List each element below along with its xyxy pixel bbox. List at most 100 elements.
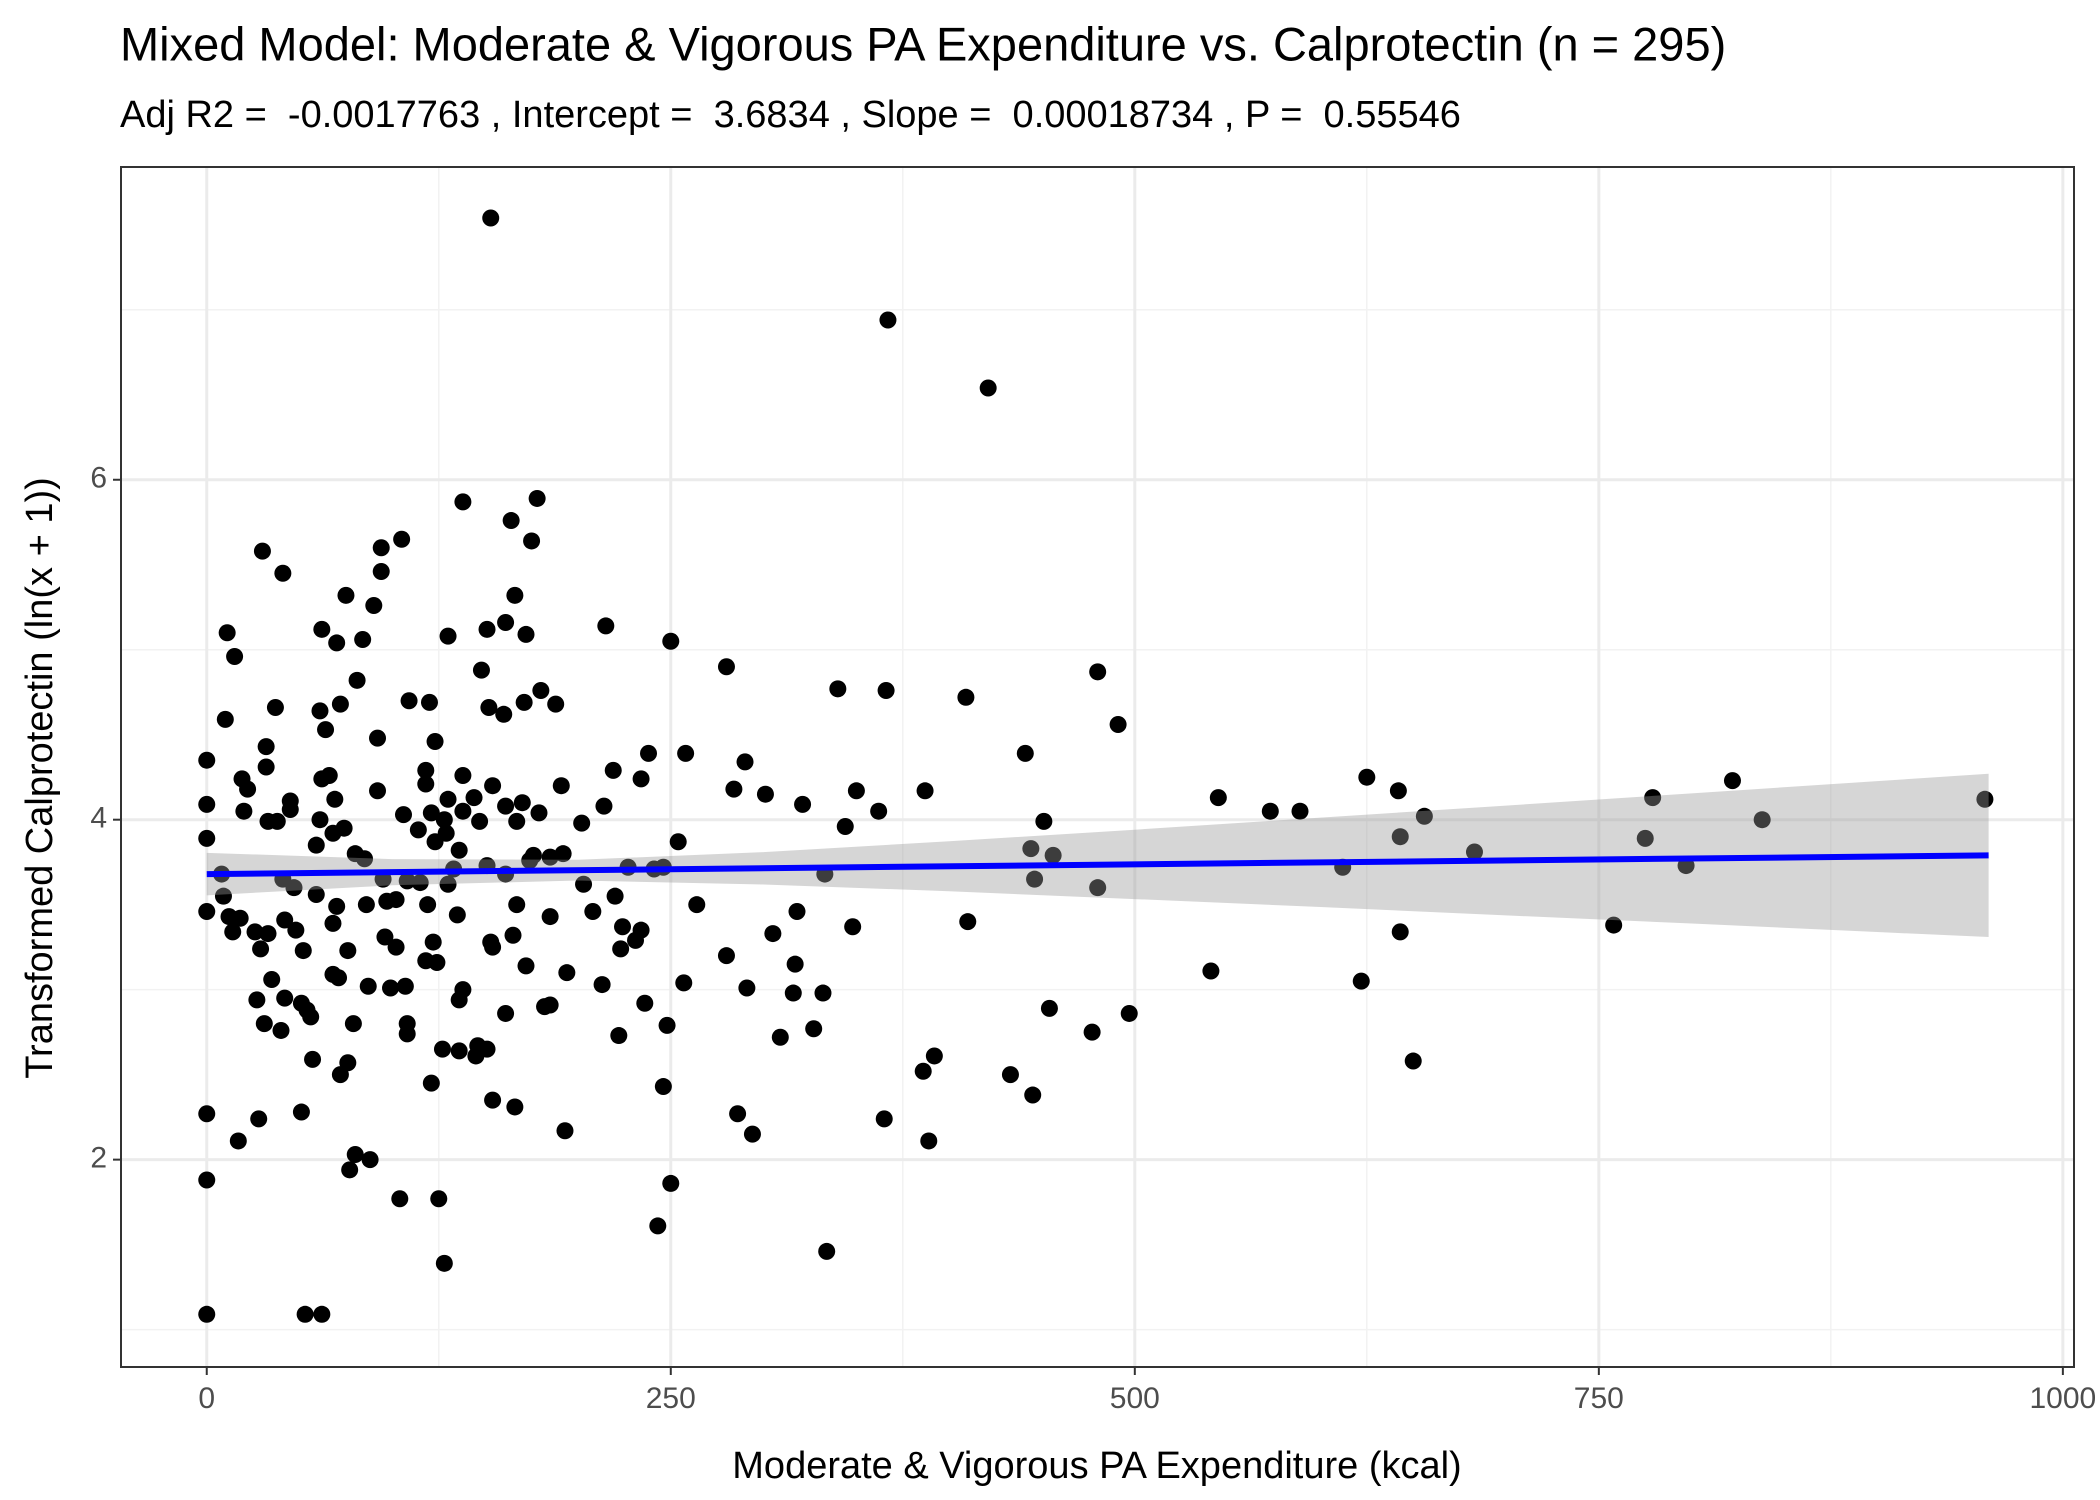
- point: [281, 800, 299, 818]
- point: [554, 845, 572, 863]
- point: [1202, 962, 1220, 980]
- point: [372, 563, 390, 581]
- point: [484, 938, 502, 956]
- point: [1723, 772, 1741, 790]
- point: [216, 710, 234, 728]
- point: [341, 1161, 359, 1179]
- point: [914, 1062, 932, 1080]
- point: [1644, 789, 1662, 807]
- point: [313, 770, 331, 788]
- point: [398, 1025, 416, 1043]
- point: [246, 923, 264, 941]
- point: [369, 729, 387, 747]
- point: [426, 733, 444, 751]
- point: [606, 887, 624, 905]
- point: [1415, 807, 1433, 825]
- point: [541, 908, 559, 926]
- point: [471, 812, 489, 830]
- point: [263, 970, 281, 988]
- point: [805, 1020, 823, 1038]
- point: [847, 782, 865, 800]
- point: [959, 913, 977, 931]
- point: [424, 933, 442, 951]
- point: [736, 753, 754, 771]
- point: [417, 775, 435, 793]
- point: [346, 1146, 364, 1164]
- point: [357, 896, 375, 914]
- point: [1001, 1066, 1019, 1084]
- point: [1120, 1004, 1138, 1022]
- point: [513, 794, 531, 812]
- point: [844, 918, 862, 936]
- point: [435, 811, 453, 829]
- point: [979, 379, 997, 397]
- point: [328, 897, 346, 915]
- confidence-band: [206, 773, 1989, 937]
- point: [612, 940, 630, 958]
- point: [250, 1110, 268, 1128]
- point: [198, 795, 216, 813]
- point: [198, 902, 216, 920]
- point: [313, 620, 331, 638]
- point: [226, 648, 244, 666]
- point: [218, 624, 236, 642]
- point: [422, 804, 440, 822]
- point: [517, 625, 535, 643]
- point: [361, 1151, 379, 1169]
- point: [302, 1008, 320, 1026]
- point: [467, 1047, 485, 1065]
- point: [266, 699, 284, 717]
- point: [614, 918, 632, 936]
- point: [636, 994, 654, 1012]
- point: [387, 938, 405, 956]
- point: [784, 984, 802, 1002]
- point: [528, 489, 546, 507]
- point: [506, 1098, 524, 1116]
- point: [1109, 716, 1127, 734]
- point: [515, 693, 533, 711]
- point: [920, 1132, 938, 1150]
- point: [654, 1078, 672, 1096]
- point: [317, 721, 335, 739]
- point: [328, 634, 346, 652]
- point: [632, 770, 650, 788]
- point: [877, 682, 895, 700]
- point: [359, 977, 377, 995]
- point: [575, 875, 593, 893]
- point: [259, 925, 277, 943]
- point: [378, 892, 396, 910]
- point: [1352, 972, 1370, 990]
- point: [677, 744, 695, 762]
- point: [382, 979, 400, 997]
- point: [296, 1305, 314, 1323]
- point: [307, 836, 325, 854]
- point: [411, 874, 429, 892]
- point: [252, 940, 270, 958]
- point: [356, 850, 374, 868]
- point: [1404, 1052, 1422, 1070]
- point: [1358, 768, 1376, 786]
- point: [198, 1105, 216, 1123]
- point: [497, 1004, 515, 1022]
- point: [925, 1047, 943, 1065]
- point: [372, 539, 390, 557]
- point: [532, 682, 550, 700]
- point: [662, 632, 680, 650]
- point: [1024, 1086, 1042, 1104]
- point: [725, 780, 743, 798]
- point: [331, 1066, 349, 1084]
- point: [439, 875, 457, 893]
- point: [311, 702, 329, 720]
- point: [395, 806, 413, 824]
- point: [517, 957, 535, 975]
- point: [198, 829, 216, 847]
- point: [393, 530, 411, 548]
- point: [324, 914, 342, 932]
- chart-title: Mixed Model: Moderate & Vigorous PA Expe…: [120, 17, 1726, 70]
- point: [1391, 828, 1409, 846]
- point: [1976, 790, 1994, 808]
- point: [337, 586, 355, 604]
- point: [324, 824, 342, 842]
- point: [508, 812, 526, 830]
